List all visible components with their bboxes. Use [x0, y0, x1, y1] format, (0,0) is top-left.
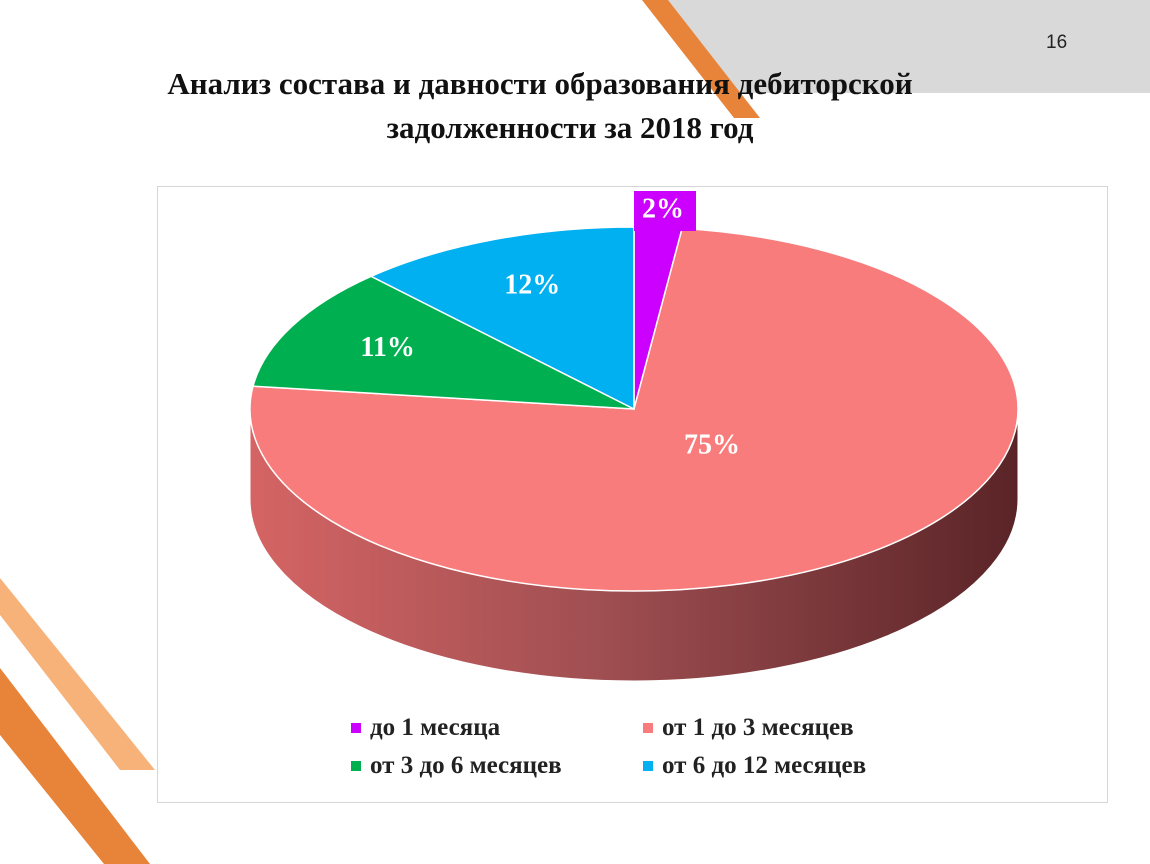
legend-item: от 1 до 3 месяцев	[643, 714, 943, 742]
slide-number: 16	[1046, 32, 1068, 53]
pie-chart: 2% 75% 11% 12%	[249, 191, 1019, 682]
legend-item: до 1 месяца	[351, 714, 643, 742]
legend-label: от 6 до 12 месяцев	[662, 752, 867, 779]
left-orange-stripe	[0, 668, 150, 864]
data-label: 11%	[360, 332, 414, 363]
top-orange-stripe	[642, 0, 760, 118]
page-title: Анализ состава и давности образования де…	[60, 62, 1060, 150]
legend-swatch	[643, 761, 653, 771]
legend-label: от 3 до 6 месяцев	[370, 752, 562, 779]
data-label: 75%	[684, 429, 740, 460]
chart-legend: до 1 месяца от 1 до 3 месяцев от 3 до 6 …	[351, 714, 943, 780]
data-label: 12%	[504, 270, 560, 301]
chart-area: 2% 75% 11% 12% до 1 месяца от 1 до 3 месяце…	[157, 186, 1108, 803]
legend-swatch	[351, 723, 361, 733]
pie-slice	[369, 226, 635, 411]
data-label: 2%	[642, 193, 684, 224]
pie-slice	[252, 275, 635, 410]
legend-item: от 3 до 6 месяцев	[351, 752, 643, 780]
legend-swatch	[351, 761, 361, 771]
legend-swatch	[643, 723, 653, 733]
header-gray-band	[660, 0, 1150, 93]
legend-label: до 1 месяца	[370, 714, 501, 741]
left-light-orange-stripe	[0, 578, 155, 770]
legend-item: от 6 до 12 месяцев	[643, 752, 943, 780]
data-label-box	[634, 191, 696, 231]
title-line-1: Анализ состава и давности образования де…	[167, 66, 913, 101]
legend-label: от 1 до 3 месяцев	[662, 714, 854, 741]
title-line-2: задолженности за 2018 год	[386, 110, 754, 145]
